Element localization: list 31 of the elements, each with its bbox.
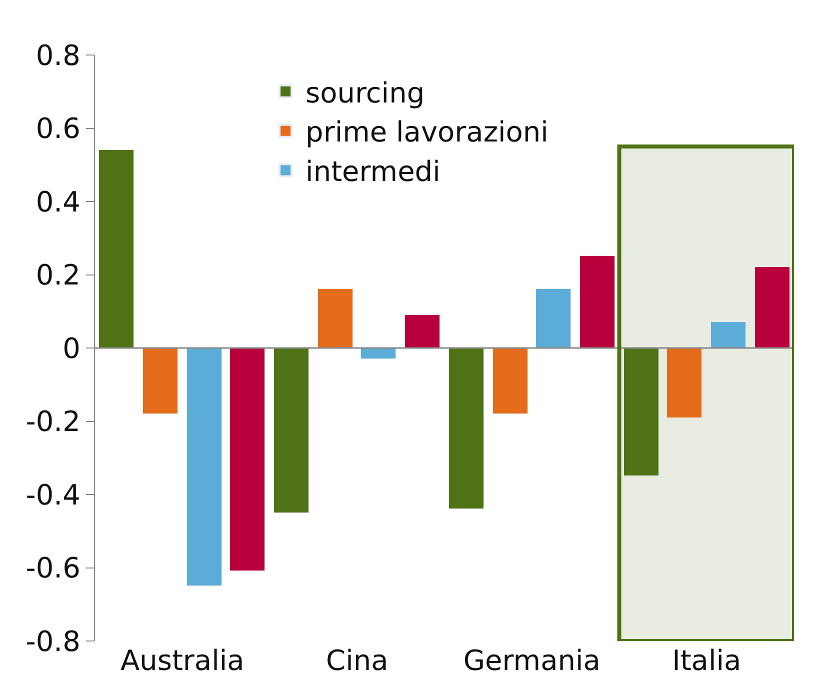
bar xyxy=(186,348,222,586)
bar xyxy=(318,288,353,348)
legend-label: prime lavorazioni xyxy=(306,116,548,149)
y-tick-label: 0 xyxy=(62,332,80,365)
bar xyxy=(230,348,265,571)
bar xyxy=(492,348,528,414)
bar xyxy=(666,348,702,418)
y-tick-label: 0.6 xyxy=(36,112,80,146)
bar xyxy=(580,256,615,348)
bar xyxy=(404,314,440,348)
y-tick-label: -0.8 xyxy=(26,624,80,658)
bar xyxy=(754,266,790,348)
x-tick-label: Italia xyxy=(672,644,742,677)
bar xyxy=(536,288,571,348)
bar xyxy=(274,348,309,513)
x-tick-label: Germania xyxy=(463,644,600,677)
bar xyxy=(624,348,659,476)
legend-label: sourcing xyxy=(306,76,425,110)
y-tick-label: -0.6 xyxy=(26,552,80,585)
legend-label: intermedi xyxy=(306,155,440,188)
y-tick-label: -0.4 xyxy=(26,478,80,512)
x-tick-label: Australia xyxy=(120,644,244,677)
bar xyxy=(98,150,134,348)
y-tick-label: 0.8 xyxy=(36,38,80,72)
y-tick-label: 0.4 xyxy=(36,185,80,218)
y-tick-label: -0.2 xyxy=(26,405,80,438)
bar xyxy=(710,322,746,348)
x-tick-label: Cina xyxy=(326,644,388,677)
bar xyxy=(448,348,484,509)
y-tick-label: 0.2 xyxy=(36,258,80,292)
bar xyxy=(142,348,178,414)
